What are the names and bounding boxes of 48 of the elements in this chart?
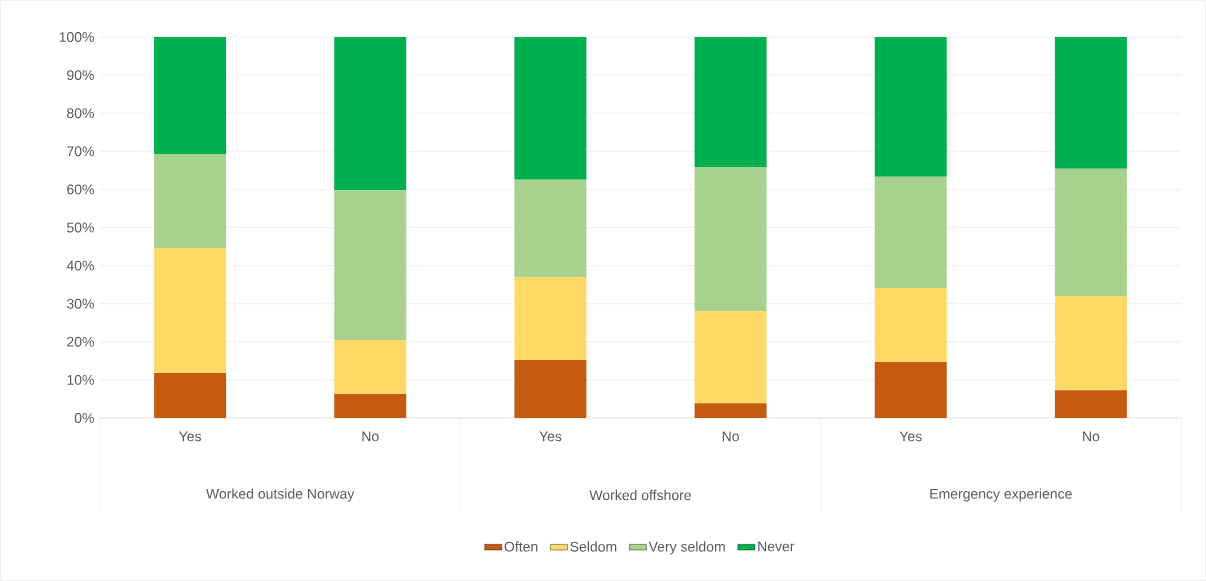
- bar: [1054, 168, 1127, 297]
- bar: [694, 310, 767, 404]
- bar: [154, 248, 227, 374]
- bar: [874, 361, 947, 418]
- y-tick-label: 80%: [67, 108, 94, 119]
- text: Worked offshore: [589, 489, 691, 501]
- x-tick-label: No: [1083, 431, 1100, 442]
- bar: [874, 288, 947, 362]
- bar: [334, 37, 407, 191]
- legend-label: Seldom: [570, 541, 617, 552]
- y-tick-label: 60%: [67, 184, 94, 195]
- bar: [1054, 296, 1127, 391]
- x-tick-label: Yes: [899, 431, 922, 442]
- y-tick-label: 90%: [67, 70, 94, 81]
- bar: [874, 37, 947, 177]
- bar: [154, 153, 227, 249]
- y-tick-label: 20%: [67, 336, 94, 347]
- y-tick-label: 70%: [67, 146, 94, 157]
- legend-label: Never: [758, 541, 795, 552]
- y-tick-label: 30%: [66, 298, 94, 309]
- text: Emergency experience: [930, 488, 1072, 502]
- bar: [334, 339, 407, 394]
- bar: [874, 176, 947, 289]
- bar: [334, 190, 407, 340]
- bar: [514, 277, 587, 361]
- bar: [694, 403, 767, 418]
- bar: [514, 360, 587, 418]
- bar: [694, 166, 767, 311]
- x-tick-label: Yes: [178, 431, 202, 442]
- x-tick-label: Yes: [539, 431, 562, 442]
- y-tick-label: 50%: [67, 222, 94, 233]
- bar: [334, 393, 407, 418]
- bar: [154, 373, 227, 418]
- legend-label: Very seldom: [648, 541, 725, 555]
- x-tick-label: No: [722, 431, 739, 442]
- bar: [514, 37, 587, 180]
- bar: [1054, 390, 1127, 418]
- y-tick-label: 100%: [59, 32, 94, 42]
- bar: [694, 37, 767, 167]
- bar: [1054, 37, 1127, 169]
- x-tick-label: No: [362, 431, 379, 442]
- text: Worked outside Norway: [206, 488, 355, 502]
- bar: [154, 37, 227, 154]
- legend-label: Often: [504, 541, 538, 552]
- y-tick-label: 40%: [66, 260, 94, 271]
- bar: [514, 179, 587, 278]
- y-tick-label: 10%: [67, 374, 94, 385]
- y-tick-label: 0%: [74, 413, 94, 423]
